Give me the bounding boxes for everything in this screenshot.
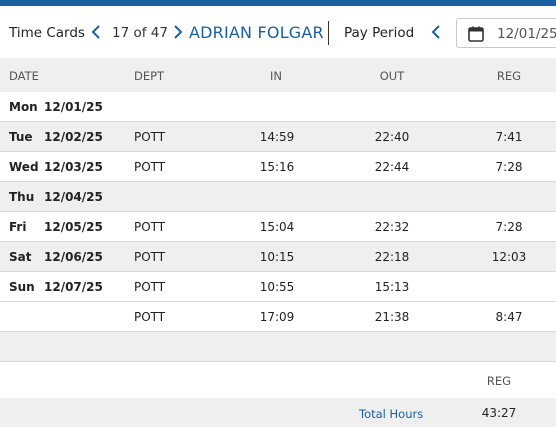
- day-cell: Sun: [9, 280, 35, 294]
- reg-cell: 7:28: [495, 160, 523, 174]
- reg-cell: 7:41: [495, 130, 523, 144]
- date-cell: 12/05/25: [44, 220, 103, 234]
- out-cell: 15:13: [374, 280, 410, 294]
- dept-cell: POTT: [134, 220, 166, 234]
- dept-cell: POTT: [134, 160, 166, 174]
- date-cell: 12/01/25: [44, 100, 103, 114]
- day-cell: Tue: [9, 130, 33, 144]
- date-cell: 12/07/25: [44, 280, 103, 294]
- header-divider: [328, 21, 329, 45]
- in-cell: 10:15: [259, 250, 295, 264]
- dept-cell: POTT: [134, 250, 166, 264]
- date-cell: 12/02/25: [44, 130, 103, 144]
- in-cell: 10:55: [259, 280, 295, 294]
- table-header: DATE DEPT IN OUT REG: [0, 58, 556, 92]
- table-row[interactable]: Thu 12/04/25: [0, 182, 556, 212]
- out-cell: 22:32: [374, 220, 410, 234]
- date-cell: 12/03/25: [44, 160, 103, 174]
- in-cell: 17:09: [259, 310, 295, 324]
- page-title: Time Cards: [9, 25, 85, 41]
- reg-cell: 12:03: [491, 250, 527, 264]
- column-header-reg: REG: [496, 69, 522, 83]
- day-cell: Mon: [9, 100, 38, 114]
- time-card-header: Time Cards 17 of 47 ADRIAN FOLGAR Pay Pe…: [0, 6, 556, 58]
- previous-record-button[interactable]: [89, 22, 103, 42]
- pay-period-date-value: 12/01/25: [497, 26, 556, 42]
- in-cell: 15:16: [259, 160, 295, 174]
- column-header-date: DATE: [9, 69, 39, 83]
- empty-table-band: [0, 332, 556, 362]
- in-cell: 15:04: [259, 220, 295, 234]
- chevron-left-icon: [431, 25, 440, 39]
- table-row[interactable]: POTT 17:09 21:38 8:47: [0, 302, 556, 332]
- table-row[interactable]: Fri 12/05/25 POTT 15:04 22:32 7:28: [0, 212, 556, 242]
- out-cell: 21:38: [374, 310, 410, 324]
- summary-header: REG: [0, 362, 556, 398]
- time-card-table-body: Mon 12/01/25 Tue 12/02/25 POTT 14:59 22:…: [0, 92, 556, 332]
- reg-cell: 7:28: [495, 220, 523, 234]
- total-hours-row: Total Hours 43:27: [0, 398, 556, 427]
- column-header-in: IN: [270, 69, 282, 83]
- date-cell: 12/04/25: [44, 190, 103, 204]
- chevron-left-icon: [91, 25, 100, 39]
- table-row[interactable]: Mon 12/01/25: [0, 92, 556, 122]
- chevron-right-icon: [174, 25, 183, 39]
- day-cell: Wed: [9, 160, 39, 174]
- table-row[interactable]: Tue 12/02/25 POTT 14:59 22:40 7:41: [0, 122, 556, 152]
- dept-cell: POTT: [134, 310, 166, 324]
- table-row[interactable]: Wed 12/03/25 POTT 15:16 22:44 7:28: [0, 152, 556, 182]
- total-reg-value: 43:27: [481, 406, 517, 420]
- employee-name[interactable]: ADRIAN FOLGAR: [189, 23, 324, 42]
- out-cell: 22:44: [374, 160, 410, 174]
- pay-period-label: Pay Period: [344, 25, 415, 41]
- column-header-dept: DEPT: [134, 69, 165, 83]
- out-cell: 22:40: [374, 130, 410, 144]
- out-cell: 22:18: [374, 250, 410, 264]
- summary-reg-header: REG: [486, 374, 512, 388]
- next-record-button[interactable]: [171, 22, 185, 42]
- column-header-out: OUT: [379, 69, 405, 83]
- dept-cell: POTT: [134, 130, 166, 144]
- day-cell: Sat: [9, 250, 32, 264]
- record-counter: 17 of 47: [112, 25, 168, 41]
- total-hours-label: Total Hours: [359, 407, 424, 421]
- day-cell: Thu: [9, 190, 35, 204]
- top-accent-bar: [0, 0, 556, 6]
- previous-pay-period-button[interactable]: [429, 22, 443, 42]
- day-cell: Fri: [9, 220, 27, 234]
- table-row[interactable]: Sun 12/07/25 POTT 10:55 15:13: [0, 272, 556, 302]
- reg-cell: 8:47: [495, 310, 523, 324]
- table-row[interactable]: Sat 12/06/25 POTT 10:15 22:18 12:03: [0, 242, 556, 272]
- in-cell: 14:59: [259, 130, 295, 144]
- date-cell: 12/06/25: [44, 250, 103, 264]
- calendar-icon[interactable]: [467, 25, 485, 43]
- pay-period-date-picker[interactable]: 12/01/25: [456, 18, 556, 48]
- dept-cell: POTT: [134, 280, 166, 294]
